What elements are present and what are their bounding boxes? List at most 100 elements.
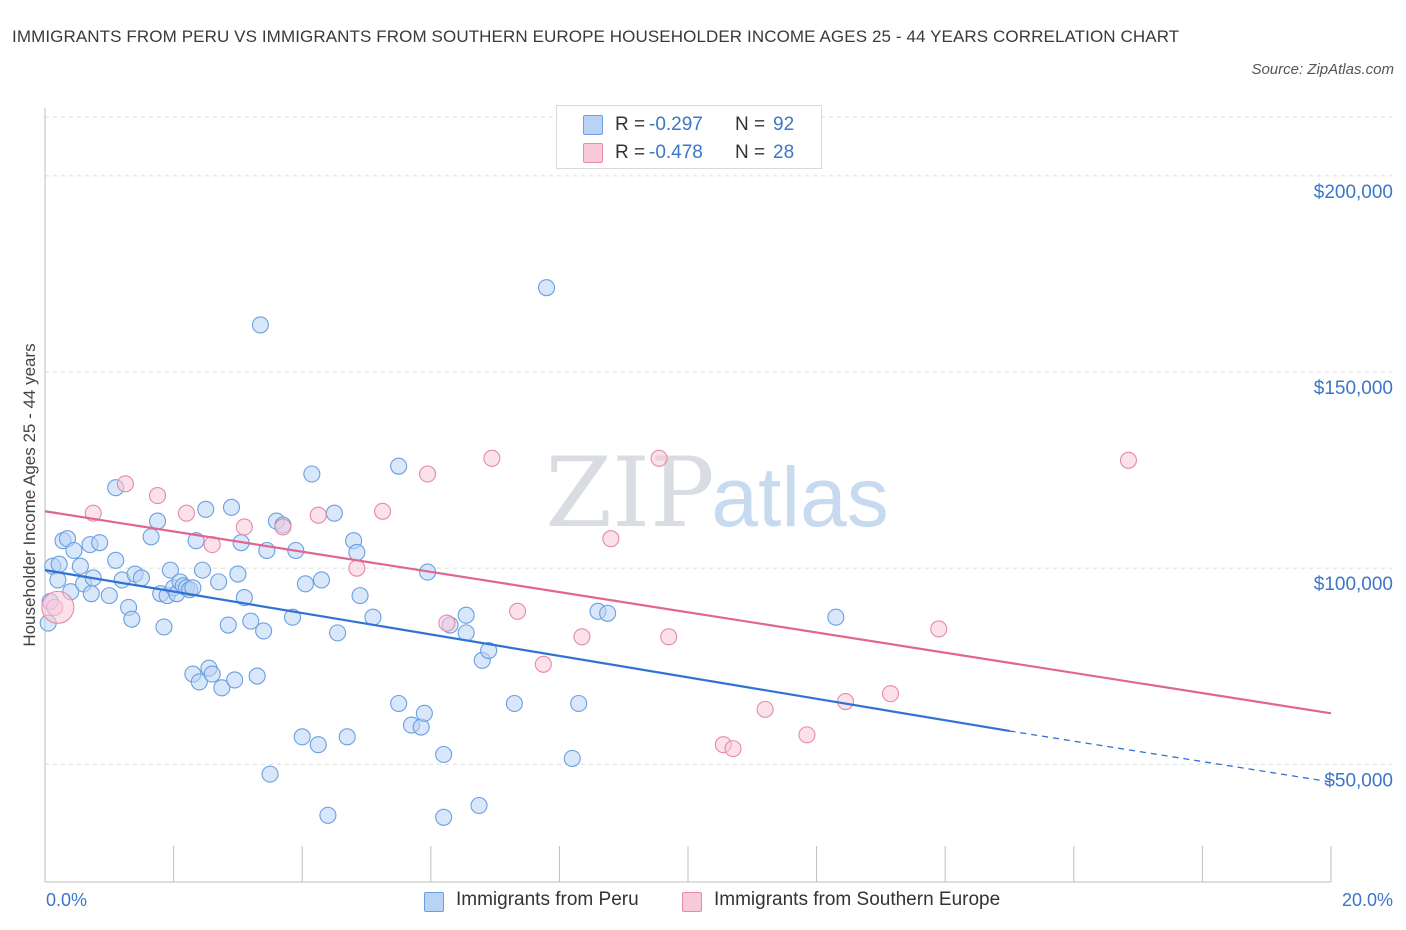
southern-europe-point-19 — [660, 628, 678, 646]
gridlines — [45, 116, 1392, 765]
watermark-zip: ZIP — [545, 437, 714, 549]
peru-point-85 — [470, 796, 488, 815]
southern-europe-point-3 — [148, 487, 167, 505]
peru-point-24 — [148, 512, 167, 530]
peru-point-3 — [49, 571, 67, 589]
peru-point-26 — [155, 618, 173, 636]
southern-europe-point-25 — [881, 685, 900, 703]
southern-europe-point-9 — [348, 559, 366, 577]
southern-europe-point-26 — [930, 620, 948, 638]
series-peru-points — [39, 279, 845, 826]
n-value-southern-europe: 28 — [773, 142, 795, 163]
peru-point-88 — [505, 694, 523, 713]
southern-europe-point-10 — [374, 502, 392, 520]
n-label: N = — [735, 142, 766, 163]
x-tick-label-max: 20.0% — [1341, 890, 1393, 910]
southern-europe-point-22 — [756, 700, 774, 718]
peru-point-46 — [222, 498, 241, 516]
peru-point-83 — [457, 606, 475, 624]
peru-point-38 — [190, 673, 208, 691]
southern-europe-point-8 — [309, 506, 327, 524]
peru-point-78 — [415, 704, 433, 722]
peru-point-51 — [242, 612, 260, 630]
trend-lines — [44, 510, 1332, 783]
southern-europe-point-large — [41, 590, 75, 624]
peru-swatch — [583, 115, 603, 135]
peru-swatch — [424, 892, 444, 912]
peru-point-12 — [82, 585, 100, 603]
source-note: Source: ZipAtlas.com — [1251, 61, 1394, 78]
peru-point-53 — [251, 316, 269, 334]
y-tick-label-2: $150,000 — [1314, 378, 1393, 399]
peru-point-9 — [71, 557, 89, 575]
peru-point-59 — [284, 608, 302, 626]
peru-point-15 — [100, 587, 118, 605]
peru-point-28 — [161, 561, 179, 579]
peru-point-80 — [435, 745, 453, 764]
southern-europe-point-6 — [235, 518, 253, 536]
peru-point-54 — [255, 622, 273, 640]
peru-point-89 — [537, 279, 556, 297]
southern-europe-swatch — [583, 143, 603, 163]
peru-point-94 — [827, 608, 845, 626]
r-value-peru: -0.297 — [649, 114, 703, 135]
y-tick-label-3: $200,000 — [1314, 182, 1393, 203]
southern-europe-point-7 — [274, 518, 292, 536]
peru-point-39 — [193, 561, 212, 579]
peru-point-48 — [229, 565, 247, 583]
southern-europe-point-23 — [798, 726, 816, 744]
southern-europe-swatch — [682, 892, 702, 912]
peru-point-23 — [142, 528, 160, 546]
peru-point-91 — [570, 694, 588, 713]
peru-point-90 — [563, 749, 581, 767]
correlation-legend: R = -0.297 N = 92 R = -0.478 N = 28 — [556, 105, 822, 169]
y-tick-labels: $50,000 $100,000 $150,000 $200,000 — [1314, 182, 1393, 791]
axes — [44, 108, 1332, 883]
southern-europe-point-21 — [724, 740, 742, 758]
series-southern-europe-points — [41, 449, 1138, 758]
peru-point-20 — [123, 610, 141, 628]
peru-point-17 — [107, 551, 125, 569]
legend-label-southern-europe: Immigrants from Southern Europe — [714, 889, 1001, 910]
zipatlas-watermark: ZIP atlas — [545, 437, 888, 549]
peru-point-42 — [203, 665, 221, 683]
peru-point-56 — [261, 765, 279, 783]
peru-point-69 — [338, 728, 356, 746]
southern-europe-point-13 — [483, 449, 501, 467]
southern-europe-point-27 — [1119, 451, 1138, 469]
southern-europe-point-24 — [836, 692, 855, 711]
r-value-southern-europe: -0.478 — [649, 142, 703, 163]
peru-point-62 — [296, 575, 314, 593]
peru-point-67 — [325, 504, 343, 522]
peru-point-4 — [50, 555, 68, 573]
peru-point-66 — [319, 806, 337, 824]
southern-europe-point-16 — [573, 628, 591, 646]
y-tick-label-0: $50,000 — [1324, 770, 1393, 791]
peru-point-14 — [91, 534, 109, 552]
peru-point-71 — [348, 543, 366, 562]
southern-europe-point-14 — [509, 602, 527, 620]
chart-title: IMMIGRANTS FROM PERU VS IMMIGRANTS FROM … — [12, 27, 1180, 46]
peru-point-87 — [480, 641, 498, 660]
peru-point-43 — [210, 573, 228, 591]
southern-europe-point-15 — [534, 655, 552, 673]
legend-label-peru: Immigrants from Peru — [456, 889, 639, 910]
southern-europe-point-17 — [602, 530, 620, 548]
peru-point-64 — [309, 736, 327, 754]
peru-point-40 — [197, 500, 215, 518]
peru-point-8 — [65, 541, 83, 560]
peru-point-47 — [226, 671, 244, 689]
peru-point-63 — [303, 465, 321, 483]
peru-point-44 — [213, 679, 231, 697]
southern-europe-point-4 — [177, 504, 196, 522]
peru-point-52 — [248, 667, 266, 685]
r-label: R = — [615, 114, 646, 135]
southern-europe-point-2 — [116, 475, 134, 493]
peru-point-61 — [293, 728, 311, 746]
peru-point-75 — [390, 457, 408, 475]
trend-line-peru — [44, 569, 1010, 733]
y-tick-label-1: $100,000 — [1314, 574, 1393, 595]
peru-point-93 — [599, 604, 617, 622]
peru-point-65 — [312, 571, 331, 589]
